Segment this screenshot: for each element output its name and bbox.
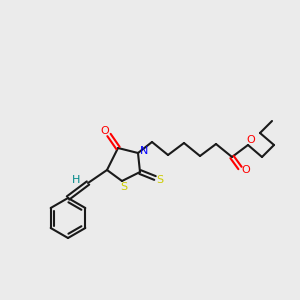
Text: H: H [72,175,80,185]
Text: O: O [100,126,109,136]
Text: S: S [156,175,164,185]
Text: O: O [247,135,255,145]
Text: O: O [242,165,250,175]
Text: S: S [120,182,128,192]
Text: N: N [140,146,148,156]
